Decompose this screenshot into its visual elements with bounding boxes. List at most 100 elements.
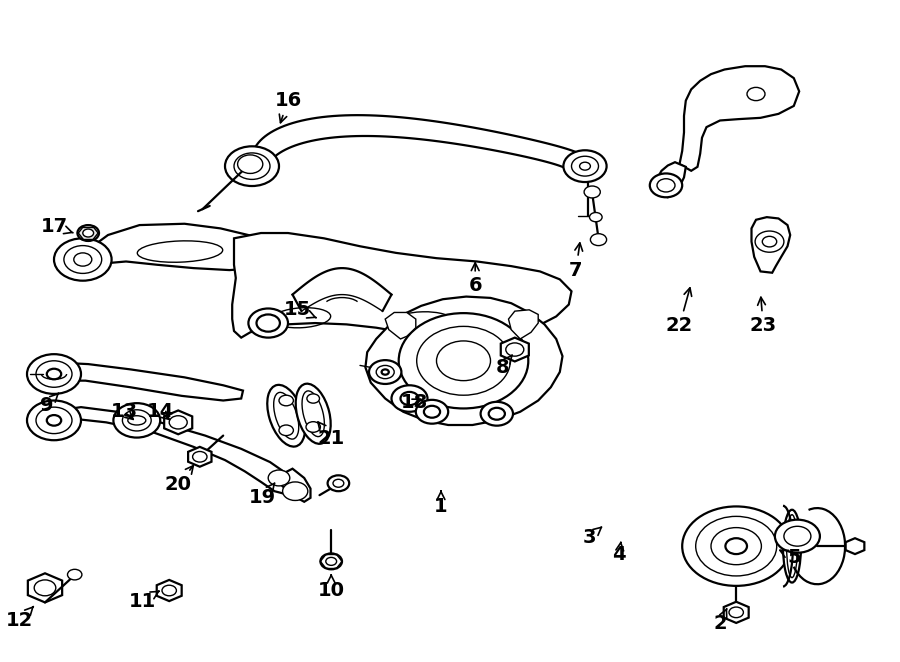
Circle shape: [369, 360, 401, 384]
Polygon shape: [508, 310, 538, 339]
Ellipse shape: [296, 384, 330, 444]
Polygon shape: [40, 363, 243, 401]
Circle shape: [590, 213, 602, 222]
Polygon shape: [157, 580, 182, 601]
Circle shape: [36, 407, 72, 434]
Circle shape: [382, 369, 389, 375]
Text: 19: 19: [249, 483, 276, 507]
Text: 1: 1: [434, 491, 448, 516]
Circle shape: [563, 150, 607, 182]
Circle shape: [762, 236, 777, 247]
Text: 11: 11: [129, 591, 159, 610]
Circle shape: [481, 402, 513, 426]
Circle shape: [775, 520, 820, 553]
Polygon shape: [680, 66, 799, 171]
Polygon shape: [385, 312, 416, 339]
Text: 2: 2: [713, 608, 727, 633]
Circle shape: [27, 354, 81, 394]
Circle shape: [417, 326, 510, 395]
Circle shape: [34, 580, 56, 596]
Text: 7: 7: [569, 243, 583, 279]
Circle shape: [244, 160, 260, 172]
Text: 14: 14: [147, 402, 174, 421]
Circle shape: [83, 229, 94, 237]
Polygon shape: [28, 573, 62, 602]
Ellipse shape: [787, 515, 797, 577]
Circle shape: [376, 365, 394, 379]
Polygon shape: [188, 447, 212, 467]
Polygon shape: [232, 233, 572, 338]
Circle shape: [238, 155, 263, 173]
Text: 23: 23: [750, 297, 777, 335]
Circle shape: [193, 451, 207, 462]
Circle shape: [77, 225, 99, 241]
Circle shape: [506, 343, 524, 356]
Text: 16: 16: [274, 91, 302, 122]
Circle shape: [729, 607, 743, 618]
Circle shape: [54, 238, 112, 281]
Circle shape: [572, 156, 598, 176]
Text: 6: 6: [468, 263, 482, 295]
Circle shape: [696, 516, 777, 576]
Polygon shape: [657, 162, 686, 197]
Polygon shape: [846, 538, 864, 554]
Text: 12: 12: [6, 606, 33, 630]
Circle shape: [784, 526, 811, 546]
Circle shape: [268, 470, 290, 486]
Circle shape: [64, 246, 102, 273]
Text: 20: 20: [165, 465, 194, 494]
Circle shape: [333, 479, 344, 487]
Circle shape: [711, 528, 761, 565]
Circle shape: [279, 395, 293, 406]
Circle shape: [489, 408, 505, 420]
Circle shape: [162, 585, 176, 596]
Text: 13: 13: [111, 402, 138, 421]
Circle shape: [256, 314, 280, 332]
Circle shape: [234, 153, 270, 179]
Circle shape: [424, 406, 440, 418]
Circle shape: [248, 308, 288, 338]
Circle shape: [326, 557, 337, 565]
Circle shape: [279, 425, 293, 436]
Circle shape: [436, 341, 491, 381]
Text: 15: 15: [284, 301, 316, 319]
Polygon shape: [164, 410, 193, 434]
Circle shape: [122, 410, 151, 431]
Circle shape: [580, 162, 590, 170]
Text: 3: 3: [583, 527, 601, 547]
Circle shape: [682, 506, 790, 586]
Circle shape: [27, 401, 81, 440]
Text: 4: 4: [612, 542, 626, 564]
Circle shape: [113, 403, 160, 438]
Circle shape: [725, 538, 747, 554]
Circle shape: [328, 475, 349, 491]
Text: 21: 21: [318, 422, 345, 448]
Circle shape: [416, 400, 448, 424]
Circle shape: [400, 392, 418, 405]
Polygon shape: [365, 297, 562, 425]
Polygon shape: [274, 469, 310, 502]
Circle shape: [169, 416, 187, 429]
Circle shape: [657, 179, 675, 192]
Circle shape: [399, 313, 528, 408]
Circle shape: [584, 186, 600, 198]
Polygon shape: [76, 224, 286, 279]
Polygon shape: [752, 217, 790, 273]
Text: 22: 22: [666, 288, 693, 335]
Text: 10: 10: [318, 575, 345, 600]
Circle shape: [225, 146, 279, 186]
Circle shape: [320, 553, 342, 569]
Ellipse shape: [267, 385, 305, 447]
Ellipse shape: [783, 510, 801, 583]
Circle shape: [68, 569, 82, 580]
Text: 9: 9: [40, 393, 58, 414]
Polygon shape: [500, 338, 529, 361]
Circle shape: [307, 394, 320, 403]
Text: 5: 5: [780, 548, 801, 567]
Circle shape: [74, 253, 92, 266]
Circle shape: [47, 369, 61, 379]
Circle shape: [36, 361, 72, 387]
Text: 18: 18: [400, 393, 428, 412]
Circle shape: [47, 415, 61, 426]
Circle shape: [590, 234, 607, 246]
